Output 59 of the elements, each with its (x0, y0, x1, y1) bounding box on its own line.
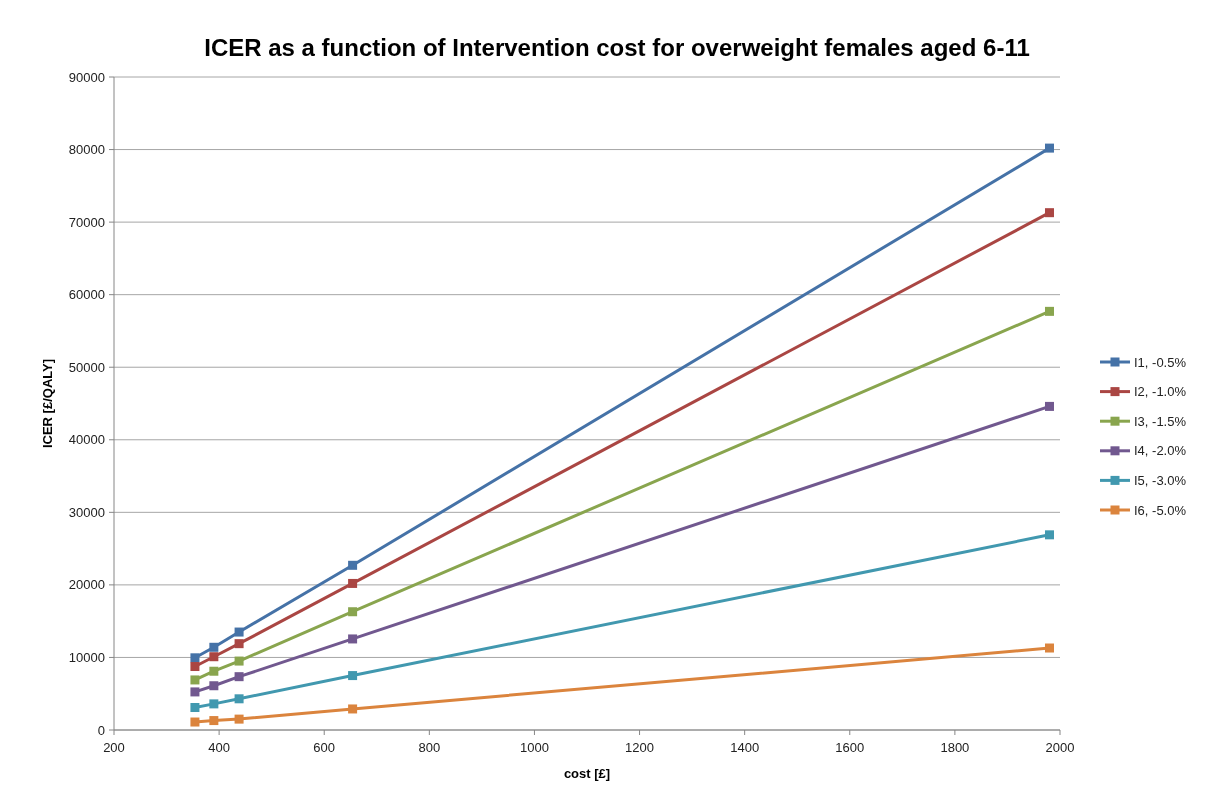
point (234, 656, 244, 666)
y-tick-label: 70000 (68, 214, 105, 230)
point (234, 714, 244, 724)
x-tick-label: 1000 (519, 740, 549, 755)
point (348, 607, 358, 617)
y-tick-label: 50000 (68, 359, 105, 375)
legend-label: I6, -5.0% (1134, 502, 1187, 518)
point (190, 687, 200, 697)
point (209, 681, 219, 691)
legend-label: I3, -1.5% (1134, 413, 1187, 429)
chart-title: ICER as a function of Intervention cost for overweight females aged 6-11 (204, 34, 1030, 61)
point (190, 703, 200, 713)
x-tick-label: 1600 (835, 740, 865, 755)
point (234, 672, 244, 682)
x-tick-label: 600 (313, 740, 336, 755)
point (190, 675, 200, 685)
y-tick-label: 0 (97, 722, 105, 738)
point (1044, 208, 1054, 218)
point (234, 694, 244, 704)
x-tick-label: 400 (208, 740, 230, 755)
x-axis-title: cost [£] (563, 766, 611, 781)
legend-label: I2, -1.0% (1134, 384, 1187, 400)
point (348, 671, 358, 681)
y-tick-label: 20000 (68, 577, 105, 593)
point (234, 627, 244, 637)
point (209, 666, 219, 676)
point (1044, 530, 1054, 540)
point (1044, 643, 1054, 653)
y-tick-label: 30000 (68, 504, 105, 520)
point (190, 662, 200, 672)
y-tick-label: 90000 (68, 69, 105, 85)
x-tick-label: 1400 (730, 740, 760, 755)
y-tick-label: 80000 (68, 142, 105, 158)
x-tick-label: 200 (103, 740, 125, 755)
y-tick-label: 60000 (68, 287, 105, 303)
point (209, 716, 219, 726)
legend-label: I5, -3.0% (1134, 472, 1187, 488)
point (1044, 143, 1054, 153)
point (1044, 306, 1054, 316)
point (209, 652, 219, 662)
point (234, 639, 244, 649)
x-tick-label: 1200 (625, 740, 655, 755)
point (190, 653, 200, 663)
point (348, 634, 358, 644)
legend-label: I4, -2.0% (1134, 443, 1187, 459)
point (209, 699, 219, 709)
y-tick-label: 40000 (68, 432, 105, 448)
y-tick-label: 10000 (68, 649, 105, 665)
point (190, 717, 200, 727)
x-tick-label: 2000 (1045, 740, 1075, 755)
point (209, 642, 219, 652)
x-tick-label: 800 (418, 740, 441, 755)
point (348, 578, 358, 588)
point (1044, 401, 1054, 411)
point (348, 704, 358, 714)
y-axis-title: ICER [£/QALY] (40, 358, 55, 449)
x-tick-label: 1800 (940, 740, 970, 755)
point (348, 560, 358, 570)
legend-label: I1, -0.5% (1134, 354, 1187, 370)
